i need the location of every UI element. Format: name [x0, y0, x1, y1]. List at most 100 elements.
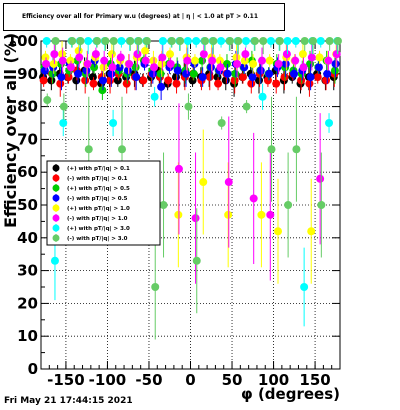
data-point [242, 102, 251, 111]
legend-box [46, 160, 161, 246]
data-point [250, 37, 259, 45]
data-point [98, 76, 107, 85]
data-point [267, 145, 276, 154]
data-point [199, 50, 208, 59]
data-point [91, 50, 100, 59]
data-point [173, 66, 182, 75]
data-point [333, 37, 342, 45]
data-point [192, 37, 201, 45]
data-point [68, 37, 77, 45]
data-point [166, 50, 175, 59]
data-point [323, 69, 332, 78]
data-point [117, 37, 126, 45]
data-point [81, 76, 90, 85]
data-point [280, 73, 289, 82]
data-point [48, 69, 57, 78]
data-point [291, 56, 300, 65]
data-point [115, 63, 124, 72]
timestamp: Fri May 21 17:44:15 2021 [4, 396, 133, 406]
y-tick-label: 20 [17, 294, 38, 312]
data-point [50, 50, 59, 59]
legend-label: (+) with pT/|q| > 1.0 [67, 206, 130, 212]
data-point [101, 37, 110, 45]
data-point [134, 37, 143, 45]
data-point [259, 37, 268, 45]
data-point [83, 59, 92, 68]
data-point [297, 76, 306, 85]
data-point [107, 69, 116, 78]
data-point [256, 66, 265, 75]
data-point [139, 76, 148, 85]
data-point [50, 256, 59, 265]
data-point [191, 214, 200, 223]
data-point [151, 283, 160, 291]
data-point [272, 79, 281, 88]
data-point [241, 37, 250, 45]
data-point [113, 76, 122, 85]
data-point [107, 50, 116, 59]
data-point [313, 73, 322, 82]
x-tick-label: 50 [222, 371, 243, 389]
data-point [322, 76, 331, 85]
data-point [150, 63, 159, 72]
data-point [76, 37, 85, 45]
data-point [266, 37, 275, 45]
data-point [40, 66, 49, 75]
data-point [266, 210, 275, 219]
data-point [41, 53, 50, 62]
data-point [263, 76, 272, 85]
data-point [74, 69, 83, 78]
data-point [75, 53, 84, 62]
data-point [240, 56, 249, 65]
data-point [315, 53, 324, 62]
data-point [265, 56, 274, 65]
data-point [49, 59, 58, 68]
x-tick-label: -100 [89, 371, 127, 389]
data-point [174, 210, 183, 219]
data-point [166, 59, 175, 68]
data-point [42, 37, 51, 45]
data-point [257, 56, 266, 65]
data-point [141, 46, 150, 55]
y-tick-label: 40 [17, 229, 38, 247]
data-point [66, 56, 75, 65]
data-point [93, 37, 102, 45]
data-point [225, 37, 234, 45]
data-point [274, 227, 283, 236]
data-point [198, 73, 207, 82]
data-point [208, 56, 217, 65]
legend-label: (-) with pT/|q| > 3.0 [67, 236, 128, 242]
data-point [307, 227, 316, 236]
data-point [248, 73, 257, 82]
data-point [108, 63, 117, 72]
data-point [233, 59, 242, 68]
x-tick-label: 150 [299, 371, 330, 389]
legend-label: (+) with pT/|q| > 3.0 [67, 226, 130, 232]
x-tick-label: 100 [258, 371, 289, 389]
data-point [275, 37, 284, 45]
data-point [231, 69, 240, 78]
data-point [58, 56, 67, 65]
data-point [223, 69, 232, 78]
data-point [215, 56, 224, 65]
data-point [176, 37, 185, 45]
y-tick-label: 80 [17, 98, 38, 116]
data-point [230, 76, 239, 85]
legend-label: (+) with pT/|q| > 0.1 [67, 166, 130, 172]
data-point [158, 37, 167, 45]
data-point [182, 69, 191, 78]
data-point [125, 59, 134, 68]
data-point [331, 59, 340, 68]
data-point [306, 73, 315, 82]
data-point [109, 37, 118, 45]
data-point [47, 76, 56, 85]
data-point [89, 79, 98, 88]
y-tick-label: 70 [17, 130, 38, 148]
data-point [149, 56, 158, 65]
data-point [172, 79, 181, 88]
data-point [126, 37, 135, 45]
chart-title: Efficiency over all for Primary w.u (deg… [3, 3, 285, 31]
legend-label: (-) with pT/|q| > 0.1 [67, 176, 128, 182]
data-point [156, 69, 165, 78]
data-point [283, 37, 292, 45]
